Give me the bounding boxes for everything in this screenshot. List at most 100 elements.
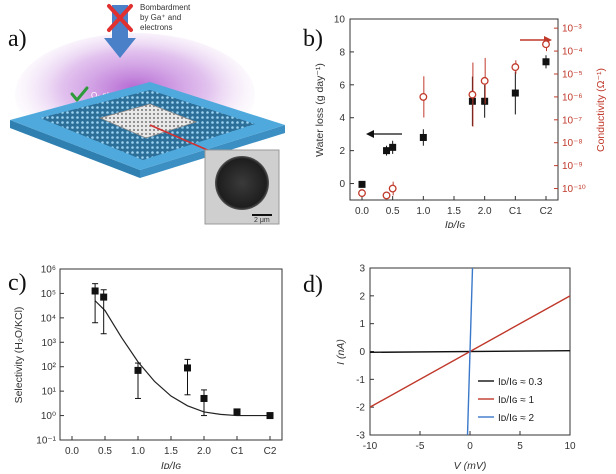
panel-c-xlabel: Iᴅ/Iɢ	[161, 460, 182, 472]
panel-b-ytick-label: 10	[334, 15, 346, 26]
bombardment-arrow-head	[104, 38, 136, 58]
panel-c-ytick-label: 10⁶	[41, 265, 56, 276]
panel-b-circle-point	[468, 90, 477, 99]
panel-d-xtick-label: -5	[416, 441, 425, 452]
panel-d-xtick-label: 5	[517, 441, 523, 452]
panel-b-square-point	[389, 143, 397, 151]
panel-b-square-point	[511, 89, 519, 97]
pore-image	[215, 156, 269, 210]
panel-b-arrow-left	[366, 130, 402, 138]
cross-icon	[107, 4, 133, 32]
panel-a-schematic: Bombardment by Ga⁺ and electrons O₂ plas…	[10, 3, 285, 225]
panel-b-square-point	[542, 58, 550, 66]
panel-b-xtick-label: 0.0	[355, 206, 369, 217]
panel-b-ytick-label: 8	[339, 47, 345, 58]
panel-b-xtick-label: 2.0	[478, 206, 492, 217]
panel-c-square-point	[184, 364, 191, 372]
panel-c-chart: Selectivity (H₂O/KCl) Iᴅ/Iɢ 0.0 0.5 1.0 1.5…	[13, 265, 283, 472]
panel-c-xtick-label: C2	[264, 446, 277, 457]
panel-b-ytick-label: 4	[339, 113, 345, 124]
legend-label-0: Iᴅ/Iɢ ≈ 0.3	[498, 377, 543, 388]
panel-b-frame	[349, 18, 559, 201]
substrate-side	[10, 120, 140, 178]
bombardment-text-3: electrons	[140, 23, 172, 32]
panel-b-xtick-label: 1.5	[447, 206, 461, 217]
panel-b-right-ytick-label: 10⁻⁴	[562, 47, 583, 58]
legend-label-2: Iᴅ/Iɢ ≈ 2	[498, 413, 534, 424]
panel-b-ylabel-right: Conductivity (Ω⁻¹)	[595, 68, 607, 152]
panel-d-xtick-label: 0	[467, 441, 473, 452]
scale-text: 2 μm	[254, 217, 270, 224]
panel-label-a: a)	[8, 26, 27, 52]
panel-d-xtick-label: 10	[564, 441, 576, 452]
panel-c-fit-curve	[94, 300, 270, 417]
panel-c-ylabel: Selectivity (H₂O/KCl)	[13, 307, 25, 404]
panel-b-right-ytick-label: 10⁻³	[562, 24, 582, 35]
panel-d-ytick-label: -3	[356, 431, 365, 442]
panel-b-right-ytick-label: 10⁻¹⁰	[562, 184, 586, 195]
panel-b-right-ytick-label: 10⁻⁷	[562, 115, 582, 126]
panel-c-square-point	[134, 366, 142, 374]
panel-d-xtick-label: -10	[363, 441, 378, 452]
panel-b-xtick-label: 1.0	[416, 206, 430, 217]
panel-c-square-point	[266, 412, 274, 420]
panel-c-square-point	[91, 287, 99, 295]
panel-label-c: c)	[8, 270, 27, 296]
legend-label-1: Iᴅ/Iɢ ≈ 1	[498, 395, 534, 406]
panel-c-square-point	[233, 408, 241, 416]
panel-b-square-point	[419, 133, 427, 141]
panel-b-circle-point	[382, 191, 391, 200]
panel-d-ytick-label: -1	[356, 375, 365, 386]
panel-d-series-line-2	[466, 267, 474, 436]
panel-c-xtick-label: 1.5	[164, 446, 178, 457]
check-icon	[70, 86, 89, 102]
panel-c-xtick-label: 0.5	[98, 446, 112, 457]
panel-c-ytick-label: 10⁰	[41, 411, 56, 422]
panel-c-ytick-label: 10⁻¹	[36, 436, 56, 447]
panel-d-ytick-label: 1	[359, 319, 365, 330]
bombardment-text-2: by Ga⁺ and	[140, 13, 181, 22]
panel-b-right-ytick-label: 10⁻⁵	[562, 69, 583, 80]
panel-c-ytick-label: 10³	[42, 338, 57, 349]
panel-b-circle-point	[480, 76, 489, 85]
panel-b-xtick-label: 0.5	[386, 206, 400, 217]
panel-c-ytick-label: 10⁴	[41, 313, 56, 324]
panel-b-circle-point	[419, 92, 428, 101]
panel-b-right-ytick-label: 10⁻⁸	[562, 138, 583, 149]
panel-c-ytick-label: 10¹	[42, 387, 57, 398]
panel-d-ytick-label: 3	[359, 264, 365, 275]
panel-d-xlabel: V (mV)	[454, 460, 487, 472]
panel-b-circle-point	[358, 189, 366, 198]
panel-d-legend: Iᴅ/Iɢ ≈ 0.3 Iᴅ/Iɢ ≈ 1 Iᴅ/Iɢ ≈ 2	[478, 377, 543, 424]
panel-d-ytick-label: 2	[359, 291, 365, 302]
panel-b-ylabel: Water loss (g day⁻¹)	[314, 63, 326, 157]
panel-c-xtick-label: 2.0	[197, 446, 211, 457]
panel-b-xtick-label: C1	[509, 206, 522, 217]
panel-b-xlabel: Iᴅ/Iɢ	[445, 219, 466, 231]
panel-c-ytick-label: 10²	[42, 362, 57, 373]
panel-label-b: b)	[303, 26, 323, 52]
panel-b-circle-point	[511, 63, 520, 72]
panel-b-circle-point	[388, 184, 397, 193]
panel-d-ylabel: I (nA)	[335, 339, 347, 365]
panel-b-ytick-label: 2	[339, 146, 345, 157]
panel-b-ytick-label: 6	[339, 80, 345, 91]
panel-c-ytick-label: 10⁵	[41, 289, 56, 300]
panel-c-xtick-label: 1.0	[131, 446, 145, 457]
panel-b-right-ytick-label: 10⁻⁶	[562, 92, 583, 103]
panel-b-right-ytick-label: 10⁻⁹	[562, 161, 583, 172]
panel-b-circle-point	[542, 40, 550, 49]
panel-label-d: d)	[303, 272, 323, 298]
pointer-line	[149, 124, 213, 153]
bombardment-text-1: Bombardment	[140, 3, 191, 12]
panel-d-ytick-label: 0	[359, 347, 365, 358]
panel-b-chart: Water loss (g day⁻¹) Conductivity (Ω⁻¹) …	[314, 15, 607, 232]
porous-window	[98, 103, 198, 139]
panel-b-square-point	[383, 147, 391, 155]
panel-b-xtick-label: C2	[540, 206, 553, 217]
panel-c-frame	[59, 268, 283, 441]
panel-c-xtick-label: C1	[231, 446, 244, 457]
panel-d-ytick-label: -2	[356, 403, 365, 414]
